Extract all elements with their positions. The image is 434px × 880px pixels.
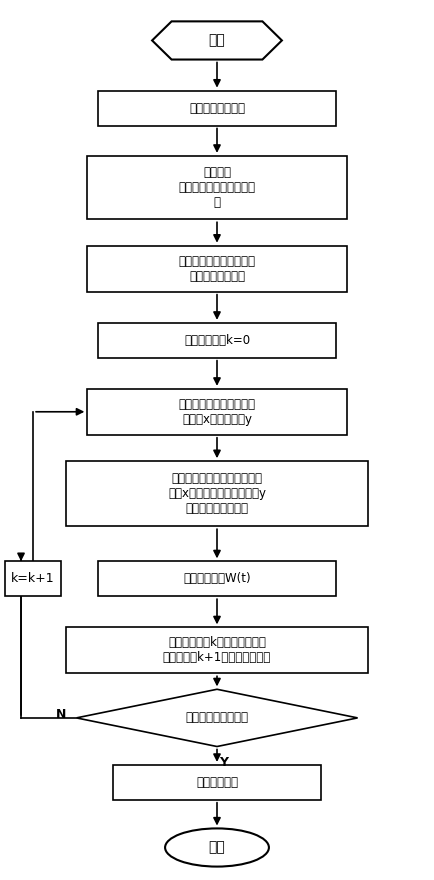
Text: 设定辨识
误差、最大迭代次数等信
息: 设定辨识 误差、最大迭代次数等信 息 bbox=[178, 166, 256, 209]
FancyBboxPatch shape bbox=[98, 561, 336, 597]
Text: 输出参数结果: 输出参数结果 bbox=[196, 776, 238, 788]
Text: 结束: 结束 bbox=[209, 840, 225, 854]
Text: N: N bbox=[56, 708, 66, 722]
FancyBboxPatch shape bbox=[98, 323, 336, 357]
Text: Y: Y bbox=[219, 756, 228, 769]
Text: 根据方程求出k时独立参数的增
量，并求出k+1时的参数的增量: 根据方程求出k时独立参数的增 量，并求出k+1时的参数的增量 bbox=[163, 636, 271, 664]
Ellipse shape bbox=[165, 828, 269, 867]
Text: 采样、数据预处理: 采样、数据预处理 bbox=[189, 101, 245, 114]
Text: 开始: 开始 bbox=[209, 33, 225, 48]
Text: 设置迭代次数k=0: 设置迭代次数k=0 bbox=[184, 334, 250, 347]
Polygon shape bbox=[76, 689, 358, 746]
Text: 代入新参数得到对应的状
态变量x与输出向量y: 代入新参数得到对应的状 态变量x与输出向量y bbox=[178, 398, 256, 426]
Text: 输入独立参数初值，并求
出对应非独立参数: 输入独立参数初值，并求 出对应非独立参数 bbox=[178, 254, 256, 282]
FancyBboxPatch shape bbox=[98, 91, 336, 126]
Text: 非独立参数对堆里参数的偏导
值、x对独立参数的偏导值、y
对独立参数的偏导值: 非独立参数对堆里参数的偏导 值、x对独立参数的偏导值、y 对独立参数的偏导值 bbox=[168, 473, 266, 515]
Polygon shape bbox=[152, 21, 282, 60]
FancyBboxPatch shape bbox=[87, 156, 347, 219]
FancyBboxPatch shape bbox=[66, 627, 368, 673]
FancyBboxPatch shape bbox=[87, 389, 347, 435]
FancyBboxPatch shape bbox=[66, 461, 368, 526]
FancyBboxPatch shape bbox=[113, 765, 321, 800]
FancyBboxPatch shape bbox=[5, 561, 61, 597]
Text: 参数增量＜辨识误差: 参数增量＜辨识误差 bbox=[185, 711, 249, 724]
Text: k=k+1: k=k+1 bbox=[11, 572, 55, 585]
FancyBboxPatch shape bbox=[87, 246, 347, 291]
Text: 设定加权矩阵W(t): 设定加权矩阵W(t) bbox=[183, 572, 251, 585]
